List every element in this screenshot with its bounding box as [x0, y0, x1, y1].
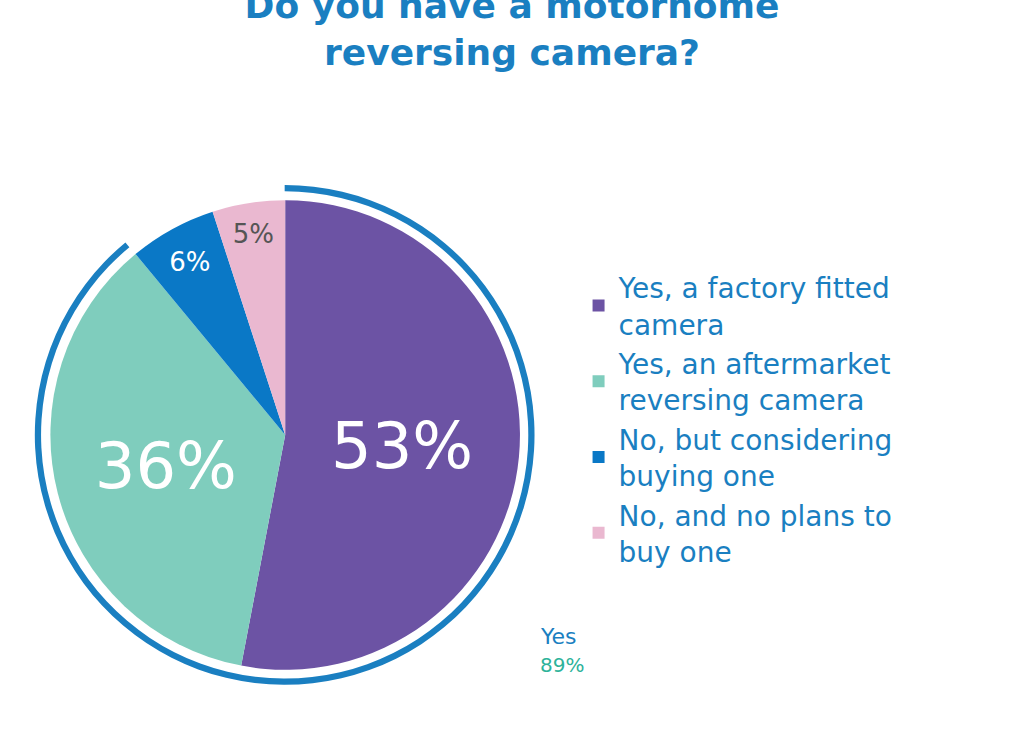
svg-text:89%: 89% [540, 653, 584, 677]
svg-text:6%: 6% [169, 247, 210, 277]
svg-text:5%: 5% [233, 219, 274, 249]
svg-text:Yes, an aftermarketreversing c: Yes, an aftermarketreversing camera [618, 348, 891, 417]
svg-text:Yes, a factory fittedcamera: Yes, a factory fittedcamera [618, 272, 890, 341]
svg-text:53%: 53% [331, 409, 473, 483]
svg-text:Do you have a motorhomereversi: Do you have a motorhomereversing camera? [245, 0, 780, 73]
svg-text:No, but consideringbuying one: No, but consideringbuying one [619, 424, 893, 493]
svg-text:36%: 36% [95, 429, 237, 503]
svg-text:Yes: Yes [540, 624, 577, 649]
svg-text:No, and no plans tobuy one: No, and no plans tobuy one [619, 500, 892, 569]
